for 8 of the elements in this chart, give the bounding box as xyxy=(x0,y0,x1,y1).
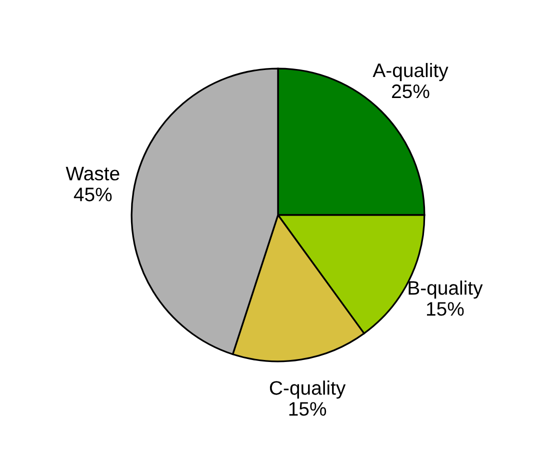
slice-label: B-quality xyxy=(408,280,483,299)
slice-label: C-quality xyxy=(270,380,346,399)
data-label: 45% xyxy=(74,188,112,202)
data-label: 15% xyxy=(426,302,464,316)
slice-label: Waste xyxy=(66,166,120,180)
data-label: 15% xyxy=(289,402,326,416)
data-label: 25% xyxy=(392,84,430,98)
slice-label: A-quality xyxy=(372,62,448,82)
